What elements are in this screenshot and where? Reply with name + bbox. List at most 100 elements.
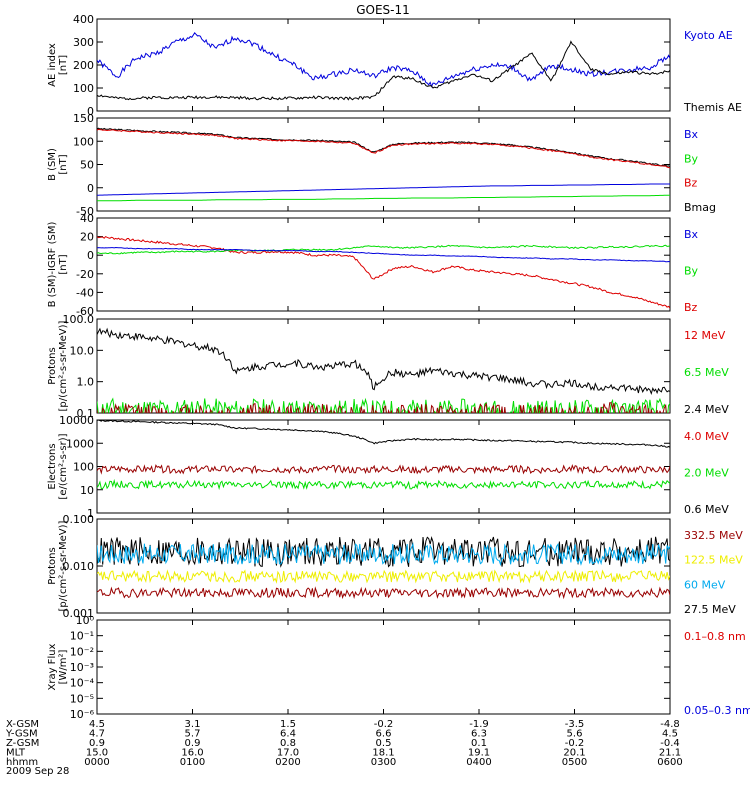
ephemeris-value: 0300 <box>371 757 396 768</box>
series-line-0-6-mev <box>97 420 670 448</box>
ephemeris-value: -0.2 <box>374 719 394 730</box>
ephemeris-value: 6.6 <box>376 729 392 740</box>
series-line-2-0-mev <box>97 478 670 491</box>
y-tick-label: -40 <box>76 286 94 299</box>
y-tick-label: 10⁰ <box>76 614 95 627</box>
y-tick-label: 10⁻⁶ <box>70 708 95 721</box>
y-axis-label: [W/m²] <box>58 649 69 684</box>
legend-entry: 0.1–0.8 nm <box>684 630 746 643</box>
legend-entry: 0.6 MeV <box>684 503 729 516</box>
ephemeris-value: -1.9 <box>469 719 489 730</box>
ephemeris-value: 0.5 <box>376 738 392 749</box>
series-line-by <box>97 244 670 255</box>
series-line-4-0-mev <box>97 463 670 475</box>
series-line-12-mev <box>97 402 670 413</box>
ephemeris-value: 4.5 <box>662 729 678 740</box>
panel-1: 400 300 200 100 0 AE index [nT] Kyoto AE Themis … <box>47 13 742 118</box>
y-axis-label: B (SM)-IGRF (SM) <box>47 222 58 308</box>
ephemeris-value: 20.1 <box>563 748 585 759</box>
ephemeris-value: 0.9 <box>185 738 201 749</box>
legend-entry: 6.5 MeV <box>684 366 729 379</box>
legend-entry: 60 MeV <box>684 578 726 591</box>
y-tick-label: 50 <box>80 159 94 172</box>
ephemeris-value: 5.6 <box>567 729 583 740</box>
panel-frame <box>96 217 671 312</box>
ephemeris-value: 6.3 <box>471 729 487 740</box>
y-tick-label: 10000 <box>59 414 94 427</box>
ephemeris-value: 4.5 <box>89 719 105 730</box>
y-tick-label: 10.0 <box>70 344 95 357</box>
legend-entry: 2.4 MeV <box>684 403 729 416</box>
ephemeris-value: 16.0 <box>181 748 203 759</box>
y-tick-label: 1000 <box>66 437 94 450</box>
series-group <box>97 536 670 600</box>
y-tick-label: 400 <box>73 13 94 26</box>
legend-entry: Themis AE <box>683 101 742 114</box>
legend-entry: 332.5 MeV <box>684 529 743 542</box>
ephemeris-row-label: X-GSM <box>6 719 39 730</box>
ephemeris-value: 5.7 <box>185 729 201 740</box>
date-label: 2009 Sep 28 <box>6 766 69 777</box>
y-tick-label: 0.001 <box>63 607 95 620</box>
legend-entry: Kyoto AE <box>684 29 733 42</box>
ephemeris-value: 0.9 <box>89 738 105 749</box>
ephemeris-value: -3.5 <box>565 719 585 730</box>
y-tick-label: 100 <box>73 135 94 148</box>
legend-entry: 12 MeV <box>684 329 726 342</box>
y-tick-label: -50 <box>76 205 94 218</box>
y-tick-label: 100 <box>73 461 94 474</box>
ephemeris-value: 3.1 <box>185 719 201 730</box>
y-tick-label: 40 <box>80 212 94 225</box>
y-tick-label: 300 <box>73 36 94 49</box>
series-group <box>97 327 670 413</box>
legend-entry: 2.0 MeV <box>684 467 729 480</box>
legend-entry: 0.05–0.3 nm <box>684 704 750 717</box>
y-axis-label: [p/(cm²-s-sr-MeV)] <box>58 320 69 411</box>
legend-entry: 4.0 MeV <box>684 430 729 443</box>
series-line-2-4-mev <box>97 327 670 396</box>
y-tick-label: 1.0 <box>77 376 95 389</box>
y-axis-label: [nT] <box>58 254 69 274</box>
y-axis-label: [nT] <box>58 55 69 75</box>
ephemeris-row-label: Y-GSM <box>5 729 38 740</box>
ephemeris-value: 19.1 <box>468 748 490 759</box>
panel-7: 10⁰ 10⁻¹ 10⁻² 10⁻³ 10⁻⁴ 10⁻⁵ 10⁻⁶ Xray Flux [W/m… <box>47 614 750 721</box>
ephemeris-value: 0.8 <box>280 738 296 749</box>
series-line-332-5-mev <box>97 586 670 600</box>
y-tick-label: 0 <box>87 249 94 262</box>
y-axis-label: Electrons <box>47 443 58 489</box>
y-tick-label: 150 <box>73 112 94 125</box>
panel-4: 100.0 10.0 1.0 0.1 Protons [p/(cm²-s-sr-MeV)]… <box>47 313 729 420</box>
panel-frame <box>96 619 671 715</box>
y-axis-label: [nT] <box>58 154 69 174</box>
panel-3: 40 20 0 -20 -40 -60 B (SM)-IGRF (SM) [nT] Bx By Bz <box>47 212 699 318</box>
ephemeris-value: -0.2 <box>565 738 585 749</box>
panel-frame <box>96 518 671 614</box>
panel-frame <box>96 318 671 414</box>
y-axis-label: [e/(cm²-s-sr)] <box>58 433 69 499</box>
ephemeris-value: 6.4 <box>280 729 296 740</box>
series-line-bx <box>97 183 670 196</box>
y-tick-label: 20 <box>80 231 94 244</box>
ephemeris-value: 18.1 <box>372 748 394 759</box>
y-tick-label: 0.1 <box>77 407 95 420</box>
series-group <box>97 127 670 202</box>
panel-6: 0.100 0.010 0.001 Protons [p/(cm²-s-sr-MeV)]… <box>47 513 743 620</box>
ephemeris-value: 0500 <box>562 757 587 768</box>
y-tick-label: 100.0 <box>63 313 95 326</box>
y-tick-label: 0.010 <box>63 560 95 573</box>
ephemeris-value: 0.1 <box>471 738 487 749</box>
series-group <box>97 235 670 309</box>
y-tick-label: 1 <box>87 507 94 520</box>
y-tick-label: 10⁻⁵ <box>70 692 94 705</box>
legend-entry: Bx <box>684 128 699 141</box>
panel-5: 10000 1000 100 10 1 Electrons [e/(cm²-s-sr)] 4.… <box>47 414 729 520</box>
y-axis-label: [p/(cm²-s-sr-MeV)] <box>58 520 69 611</box>
ephemeris-value: 17.0 <box>277 748 299 759</box>
ephemeris-value: 15.0 <box>86 748 108 759</box>
ephemeris-value: 0000 <box>84 757 109 768</box>
series-line-60-mev <box>97 542 670 567</box>
ephemeris-value: 4.7 <box>89 729 105 740</box>
